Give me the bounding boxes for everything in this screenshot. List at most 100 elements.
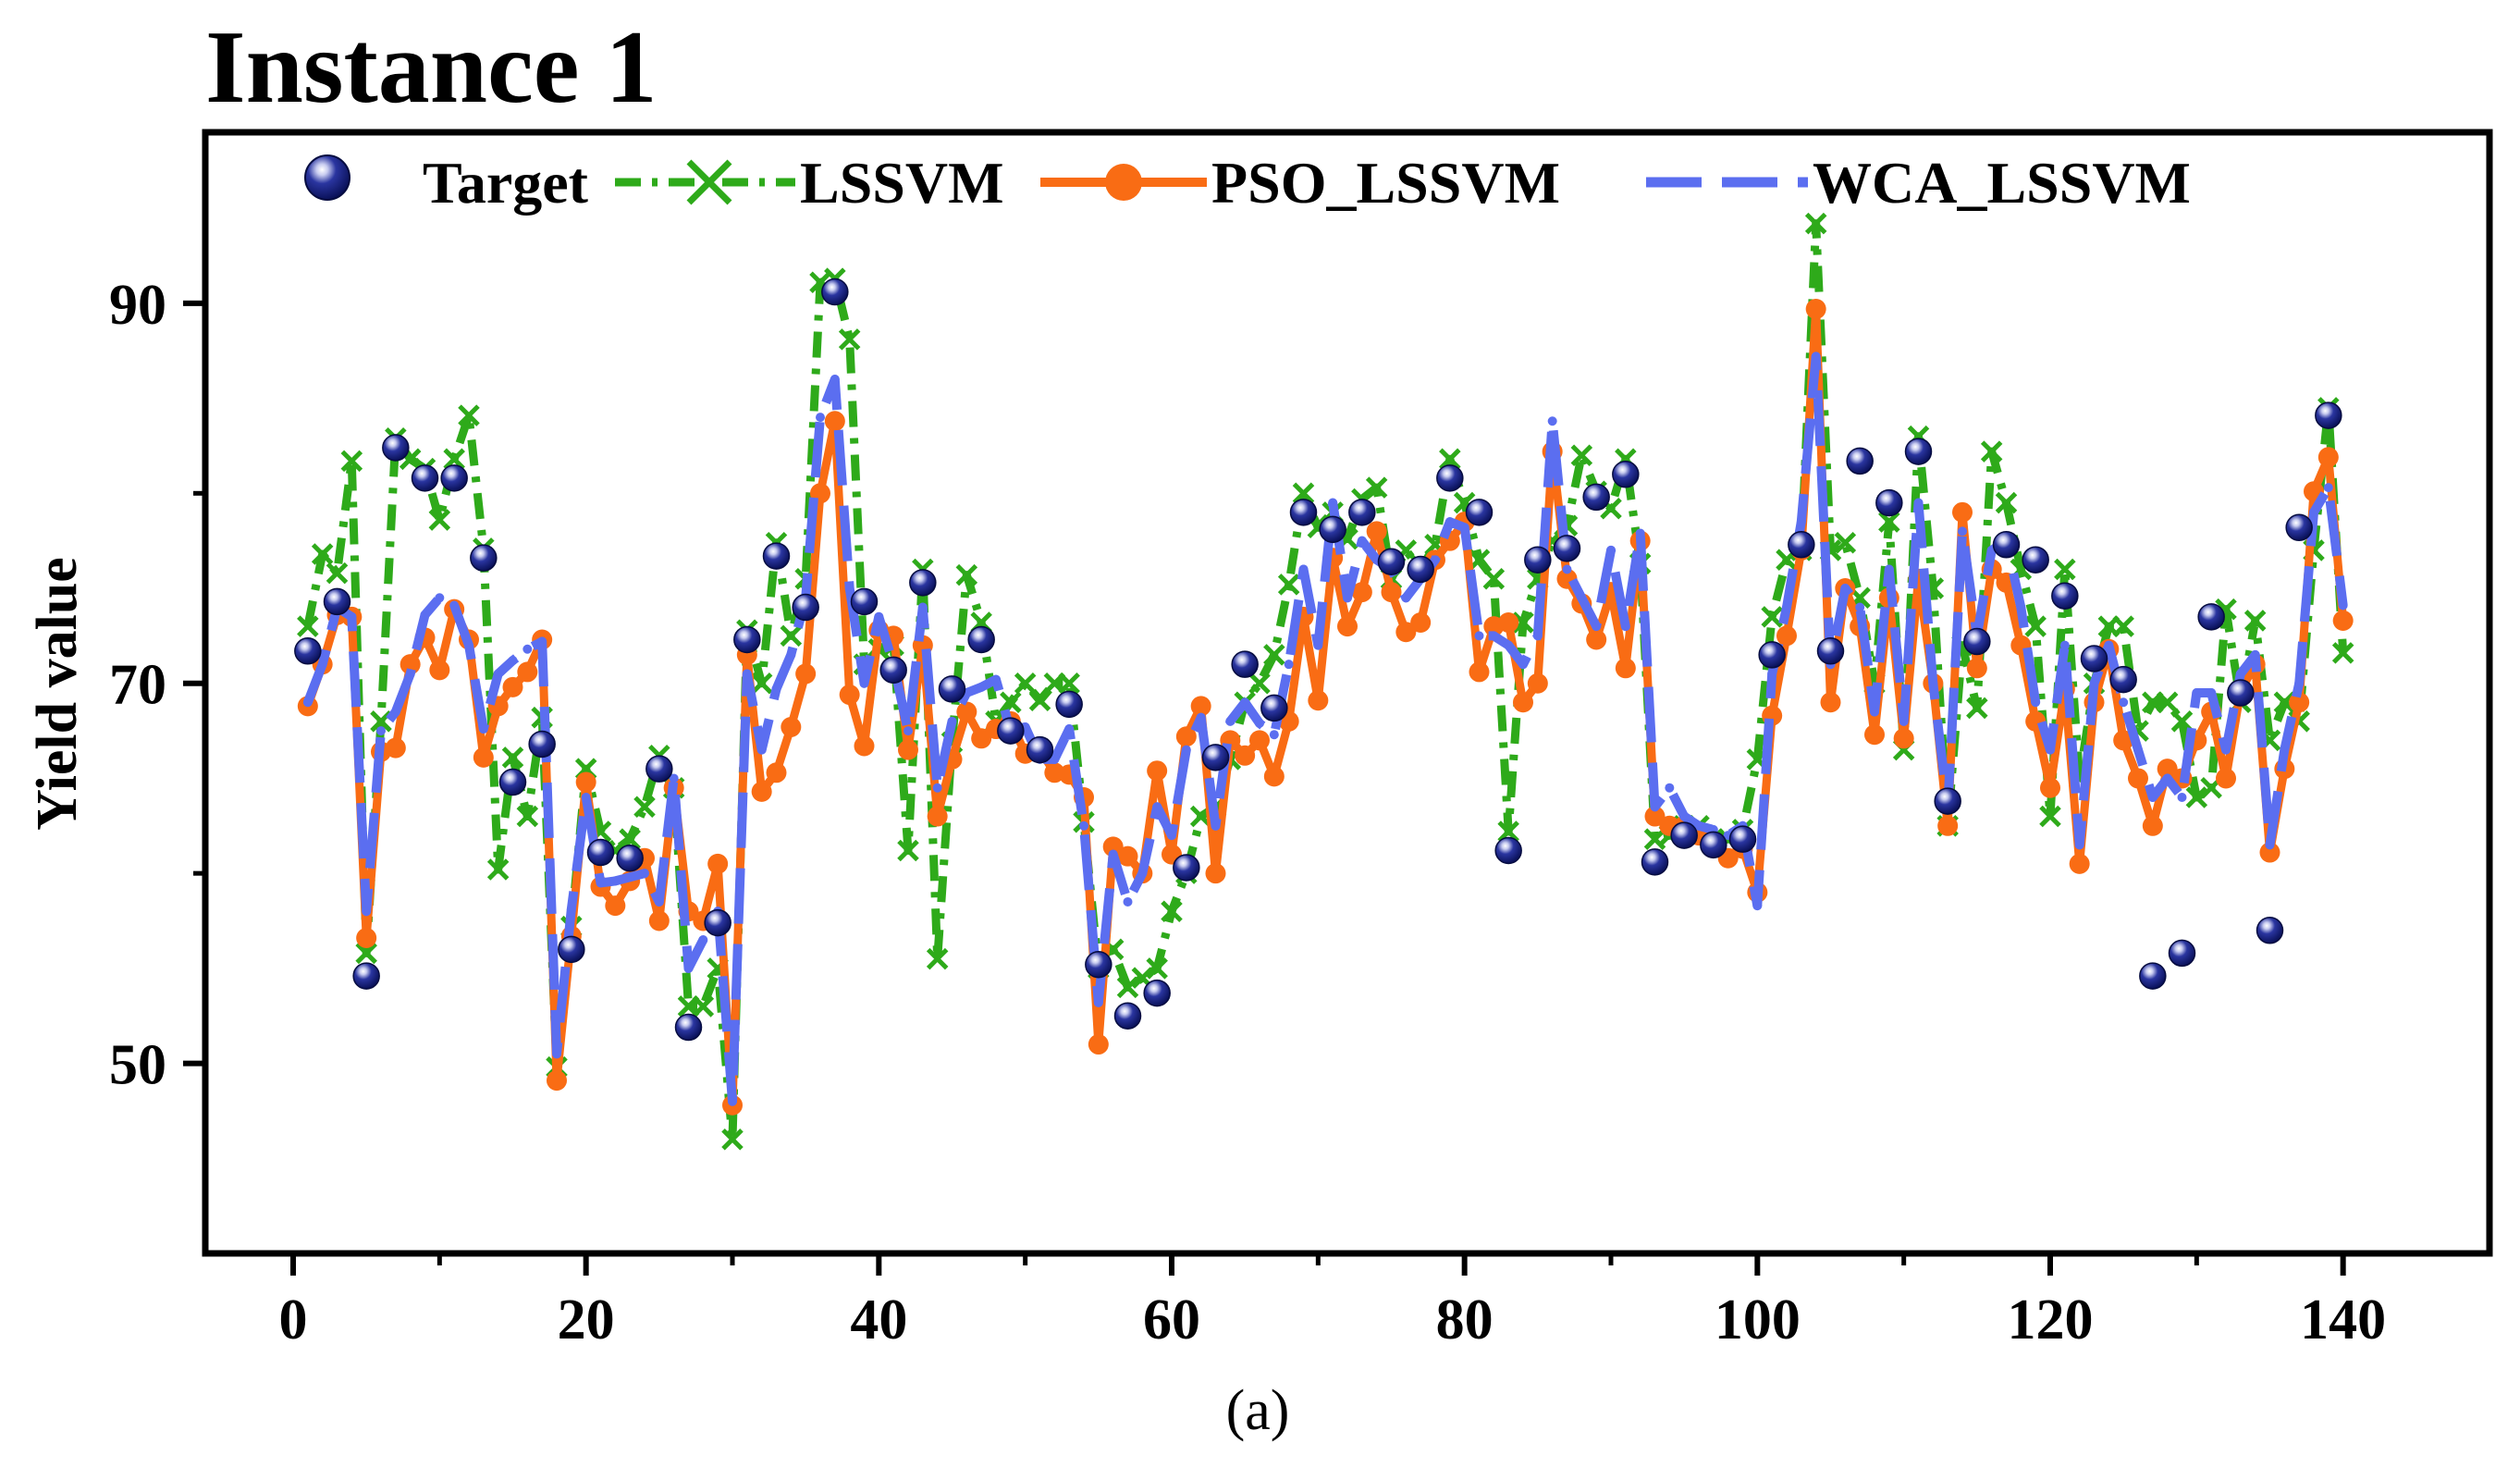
lssvm-point [1058, 672, 1080, 695]
wca-lssvm-point [771, 684, 781, 694]
wca-lssvm-point [478, 724, 488, 734]
lssvm-point [1966, 697, 1988, 720]
pso-lssvm-point [2216, 768, 2236, 789]
wca-lssvm-point [2207, 688, 2217, 697]
wca-lssvm-point [566, 905, 576, 915]
target-point [2051, 582, 2079, 610]
wca-lssvm-point [1401, 593, 1411, 603]
target-point [1173, 854, 1200, 882]
pso-lssvm-point [1102, 836, 1124, 857]
pso-lssvm-point [400, 654, 421, 675]
wca-lssvm-point [1313, 640, 1323, 650]
pso-lssvm-point [1952, 501, 1973, 523]
wca-lssvm-point [2074, 840, 2084, 850]
wca-lssvm-point [2147, 792, 2157, 802]
wca-lssvm-point [844, 584, 854, 594]
pso-lssvm-point [1410, 611, 1432, 633]
target-point [498, 768, 527, 796]
pso-lssvm-point [1337, 616, 1358, 637]
wca-lssvm-point [493, 669, 503, 679]
wca-lssvm-point [552, 1049, 561, 1059]
wca-lssvm-point [464, 640, 473, 650]
pso-lssvm-point [1615, 658, 1636, 679]
wca-lssvm-point [1343, 593, 1352, 603]
target-point [1612, 461, 1640, 488]
pso-lssvm-point [2142, 815, 2163, 836]
wca-lssvm-point [1504, 640, 1514, 650]
wca-lssvm-point [1269, 730, 1279, 740]
lssvm-line [303, 219, 2348, 1144]
legend-target-marker [304, 154, 350, 201]
wca-lssvm-point [610, 876, 621, 886]
wca-lssvm-point [2104, 640, 2114, 650]
target-point [1846, 447, 1874, 475]
target-point [1231, 650, 1259, 678]
pso-lssvm-point [1235, 745, 1256, 766]
target-point [352, 962, 380, 990]
wca-lssvm-point [1928, 678, 1938, 688]
wca-lssvm-point [1650, 802, 1660, 812]
pso-lssvm-point [385, 737, 406, 759]
target-point [733, 625, 761, 654]
wca-lssvm-point [2235, 669, 2245, 679]
wca-lssvm-point [449, 600, 460, 611]
target-point [411, 464, 439, 492]
x-tick-label: 120 [2008, 1289, 2094, 1351]
wca-lssvm-point [581, 792, 591, 802]
pso-lssvm-point [1366, 521, 1387, 542]
target-point [2285, 513, 2313, 542]
lssvm-point [1248, 672, 1271, 695]
wca-lssvm-point [625, 872, 635, 882]
wca-lssvm-point [1884, 564, 1894, 574]
wca-lssvm-point [1093, 997, 1103, 1007]
lssvm-point [501, 746, 524, 769]
wca-lssvm-point [756, 745, 767, 755]
lssvm-point [2185, 786, 2208, 808]
wca-lssvm-point [2250, 649, 2260, 660]
wca-lssvm-point [1767, 669, 1777, 679]
wca-lssvm-point [816, 413, 825, 423]
wca-lssvm-point [302, 697, 313, 708]
legend-target-label: Target [423, 150, 589, 216]
target-point [2168, 939, 2196, 968]
wca-lssvm-point [1123, 896, 1133, 907]
y-tick-label: 90 [109, 274, 166, 337]
wca-lssvm-point [1870, 707, 1879, 717]
wca-lssvm-point [1431, 555, 1440, 565]
wca-lssvm-point [1167, 831, 1176, 841]
wca-lssvm-point [1137, 869, 1148, 879]
wca-lssvm-point [1532, 631, 1543, 641]
wca-lssvm-point [435, 593, 445, 603]
pso-lssvm-point [1263, 766, 1285, 787]
wca-lssvm-point [1240, 697, 1250, 708]
wca-lssvm-point [390, 707, 400, 717]
wca-lssvm-point [654, 896, 664, 907]
target-point [323, 587, 351, 616]
lssvm-point [297, 615, 319, 637]
target-point [1788, 531, 1815, 559]
wca-lssvm-point [1592, 622, 1602, 632]
wca-lssvm-point [2059, 640, 2070, 650]
pso-lssvm-point [1527, 672, 1548, 694]
target-point [2022, 546, 2049, 574]
pso-lssvm-point [781, 716, 802, 737]
wca-lssvm-point [1782, 602, 1791, 612]
plot-frame [202, 129, 2493, 1257]
pso-lssvm-point [2113, 730, 2134, 751]
target-point [1289, 499, 1318, 526]
wca-lssvm-point [728, 1096, 737, 1106]
wca-lssvm-point [904, 726, 913, 736]
lssvm-point [1834, 531, 1857, 554]
wca-lssvm-point [1064, 724, 1075, 734]
wca-lssvm-point [2016, 602, 2026, 612]
x-tick-label: 20 [558, 1289, 615, 1351]
lssvm-point [1482, 567, 1506, 590]
wca-lssvm-point [1562, 564, 1572, 574]
target-point [2227, 679, 2255, 707]
lssvm-point [2156, 691, 2179, 714]
lssvm-point [1116, 976, 1139, 999]
wca-lssvm-point [420, 610, 430, 620]
x-tick-label: 80 [1436, 1289, 1494, 1351]
pso-lssvm-point [1644, 806, 1666, 827]
